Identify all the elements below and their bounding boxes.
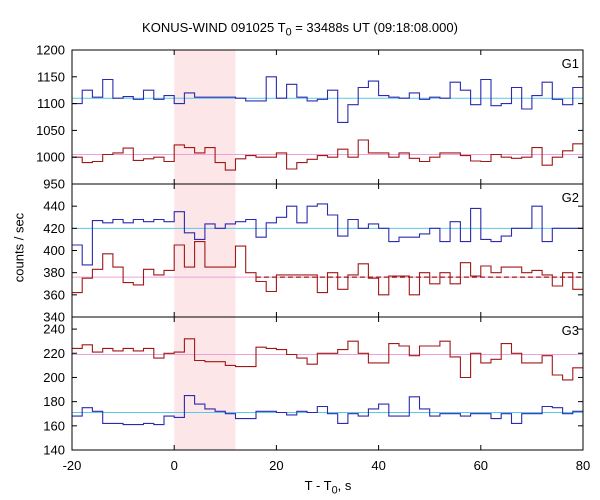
panel-3-ytick-label: 220 [43,346,65,361]
chart-title-text: KONUS-WIND 091025 T [142,20,286,35]
panel-1-series-1-step-line [72,76,583,123]
xtick-label: 40 [371,458,385,473]
panel-2-series-1-step-line [72,203,583,266]
x-axis-label: T - T0, s [0,478,600,497]
xtick-label: 80 [576,458,590,473]
panel-1-shaded-interval [174,50,236,184]
panel-1-ytick-label: 1050 [36,123,65,138]
panel-2-ytick-label: 400 [43,243,65,258]
panel-2-ytick-label: 340 [43,310,65,325]
panel-1-frame [71,49,584,185]
panel-1-ytick-label: 1100 [37,96,65,111]
panel-2-ytick-label: 440 [43,199,65,214]
xtick-label: -20 [63,458,82,473]
xtick-label: 20 [269,458,283,473]
x-axis-label-subscript: 0 [331,484,338,497]
panel-3-ytick-label: 140 [43,443,65,458]
panel-3-ytick-label: 160 [43,418,65,433]
x-axis-label-text: T - T [304,478,332,493]
panel-2-label: G2 [562,190,579,205]
xtick-label: 60 [474,458,488,473]
panel-2-ytick-label: 380 [43,265,65,280]
panel-3-ytick-label: 200 [43,370,65,385]
chart-title-subscript: 0 [285,26,292,39]
panel-2-series-2-step-line [72,241,583,296]
panel-3-ytick-label: 240 [43,322,65,337]
panel-3-frame [71,316,584,451]
chart-title-suffix: = 33488s UT (09:18:08.000) [291,20,458,35]
panel-1-ytick-label: 1000 [36,150,65,165]
chart-title: KONUS-WIND 091025 T0 = 33488s UT (09:18:… [0,20,600,39]
panel-1-series-2-step-line [72,139,583,171]
panel-1-ytick-label: 1200 [36,43,65,58]
panel-3-series-2-step-line [72,395,583,426]
panel-3-series-1-step-line [72,338,583,381]
panel-3-label: G3 [562,323,579,338]
x-axis-label-suffix: , s [337,478,352,493]
panel-1-ytick-label: 1150 [37,69,65,84]
panel-1-ytick-label: 950 [43,177,65,192]
panel-2-ytick-label: 360 [43,287,65,302]
xtick-label: 0 [171,458,178,473]
panel-2-ytick-label: 420 [43,221,65,236]
panel-1-label: G1 [562,56,579,71]
panel-3-shaded-interval [174,317,236,450]
panel-3-ytick-label: 180 [43,394,65,409]
